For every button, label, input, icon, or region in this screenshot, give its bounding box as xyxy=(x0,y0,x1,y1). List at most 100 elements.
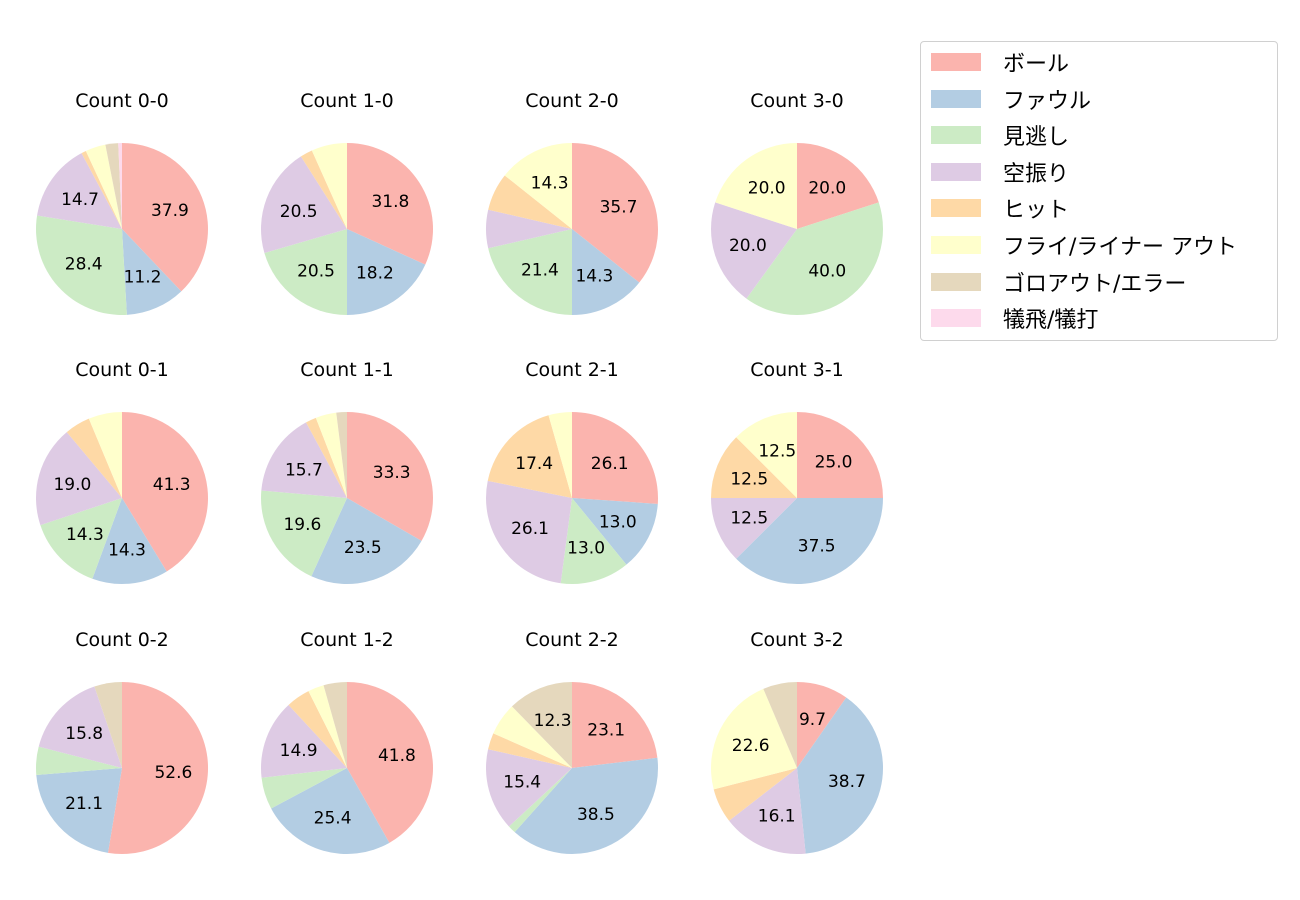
pie-slice-label: 19.6 xyxy=(283,515,321,535)
pie-slice-label: 14.7 xyxy=(61,190,99,210)
pie-slice xyxy=(36,768,122,853)
pie-chart: Count 2-0 35.7 14.3 21.4 14.3 xyxy=(485,90,659,315)
pie-slice-label: 16.1 xyxy=(758,806,796,826)
pie-slice xyxy=(300,150,347,229)
pie-title: Count 0-1 xyxy=(75,359,169,381)
pie-title: Count 2-0 xyxy=(525,90,619,112)
pie-slice-label: 14.3 xyxy=(575,267,613,287)
pie-slice-label: 28.4 xyxy=(65,255,103,275)
pie-title: Count 3-0 xyxy=(750,90,844,112)
pie-slice-label: 15.7 xyxy=(285,461,323,481)
pie-slice xyxy=(713,768,797,821)
pie-slice-label: 9.7 xyxy=(799,710,826,730)
pie-slice-label: 38.7 xyxy=(828,772,866,792)
pie-slice xyxy=(261,422,347,498)
legend-swatch xyxy=(931,126,981,145)
pie-slice xyxy=(108,682,209,854)
pie-slice-label: 20.0 xyxy=(808,178,846,198)
pie-slice xyxy=(504,143,572,229)
pie-title: Count 1-2 xyxy=(300,629,394,651)
pie-slice xyxy=(508,768,572,833)
pie-slice xyxy=(572,498,658,565)
pie-slice xyxy=(511,682,572,768)
pie-slice-label: 25.4 xyxy=(314,809,352,829)
legend-label: 見逃し xyxy=(1003,125,1070,151)
pie-slice xyxy=(797,412,883,498)
pie-slice xyxy=(710,688,797,790)
pie-slice xyxy=(347,412,433,541)
pie-slice-label: 25.0 xyxy=(815,453,853,473)
pie-slice-label: 26.1 xyxy=(591,454,629,474)
pie-slice xyxy=(36,746,122,776)
pie-slice-label: 31.8 xyxy=(371,192,409,212)
pie-slice-label: 11.2 xyxy=(124,267,162,287)
legend-item: 犠飛/犠打 xyxy=(931,300,1098,336)
pie-slice xyxy=(560,498,627,584)
pie-slice xyxy=(729,768,806,855)
pie-slice xyxy=(493,706,572,768)
pie-slice-label: 12.3 xyxy=(534,711,572,731)
pie-slice xyxy=(797,682,847,768)
pie-slice xyxy=(66,418,122,498)
pie-title: Count 3-1 xyxy=(750,359,844,381)
legend-label: ヒット xyxy=(1003,198,1070,224)
pie-chart: Count 3-0 20.0 40.0 20.0 20.0 xyxy=(710,90,884,316)
pie-slice-label: 15.8 xyxy=(65,724,103,744)
legend: ボール ファウル 見逃し 空振り ヒット フライ/ライナー アウト ゴロアウト/エラー 犠飛/… xyxy=(920,41,1278,341)
pie-slice-label: 20.5 xyxy=(297,261,335,281)
pie-slice xyxy=(736,412,797,498)
pie-slice xyxy=(487,415,572,498)
pie-slice xyxy=(36,215,127,315)
pie-slice xyxy=(572,682,658,768)
pie-chart: Count 1-0 31.8 18.2 20.5 20.5 xyxy=(260,90,434,315)
pie-slice-label: 21.1 xyxy=(65,794,103,814)
pie-slice xyxy=(711,498,797,559)
pie-slice xyxy=(37,153,123,229)
pie-slice xyxy=(315,412,347,498)
pie-title: Count 2-1 xyxy=(525,359,619,381)
pie-slice xyxy=(118,142,122,229)
pie-slice-label: 13.0 xyxy=(567,539,605,559)
pie-slice xyxy=(746,202,884,316)
pie-slice-label: 17.4 xyxy=(515,454,553,474)
legend-label: ゴロアウト/エラー xyxy=(1003,271,1187,297)
pie-slice-label: 52.6 xyxy=(154,763,192,783)
legend-item: 空振り xyxy=(931,154,1069,190)
pie-slice-label: 12.5 xyxy=(730,509,768,529)
pie-slice xyxy=(797,697,884,854)
pie-slice xyxy=(323,682,347,768)
pie-slice xyxy=(711,437,797,498)
pie-slice-label: 37.5 xyxy=(798,537,836,557)
pie-slice xyxy=(514,757,659,855)
pie-slice-label: 20.5 xyxy=(280,202,318,222)
pie-slice-label: 37.9 xyxy=(151,201,189,221)
pie-slice xyxy=(347,143,434,265)
pie-slice xyxy=(94,682,122,768)
pie-chart: Count 1-2 41.8 25.4 14.9 xyxy=(260,629,434,855)
legend-swatch xyxy=(931,162,981,181)
pie-chart: Count 3-2 9.7 38.7 16.1 22.6 xyxy=(710,629,884,855)
legend-label: ファウル xyxy=(1003,88,1092,114)
pie-title: Count 2-2 xyxy=(525,629,619,651)
legend-label: 空振り xyxy=(1003,161,1070,187)
pie-slice-label: 20.0 xyxy=(748,178,786,198)
pie-slice xyxy=(81,150,122,229)
pie-title: Count 1-1 xyxy=(300,359,394,381)
pie-slice xyxy=(710,202,797,299)
pie-slice xyxy=(122,412,208,572)
legend-label: ボール xyxy=(1003,52,1070,77)
pie-slice-label: 12.5 xyxy=(758,441,796,461)
pie-slice-label: 14.3 xyxy=(66,525,104,545)
pie-slice xyxy=(548,412,572,498)
pie-slice xyxy=(308,685,347,768)
pie-slice xyxy=(485,749,572,827)
pie-slice-label: 22.6 xyxy=(732,736,770,756)
pie-slice xyxy=(488,175,572,229)
pie-slice-label: 14.3 xyxy=(108,540,146,560)
pie-slice xyxy=(260,704,347,778)
legend-swatch xyxy=(931,236,981,254)
pie-slice xyxy=(40,498,122,579)
legend-item: ファウル xyxy=(931,81,1091,117)
legend-swatch xyxy=(931,199,981,218)
